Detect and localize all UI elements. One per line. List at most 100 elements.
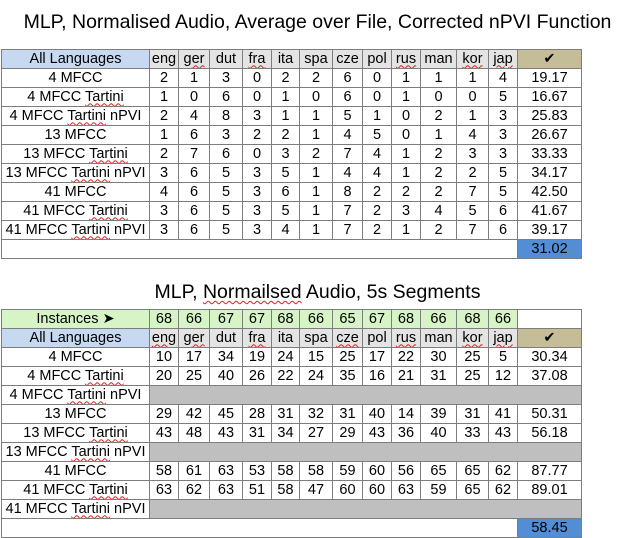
value-cell: 2 <box>420 144 457 164</box>
instance-count: 67 <box>242 309 272 329</box>
text-run: cze <box>336 329 359 346</box>
value-cell: 48 <box>178 423 210 443</box>
value-cell: 6 <box>178 125 210 145</box>
table-row: 4 MFCC 10 17 34 19 24 15 25 17 22 30 25 5 30.34 <box>1 347 582 367</box>
text-run: spa <box>304 329 328 346</box>
language-header: man <box>420 49 457 69</box>
value-cell: 3 <box>149 163 179 183</box>
value-cell: 43 <box>488 423 518 443</box>
text-run: 41 MFCC <box>44 462 107 479</box>
language-header: jap <box>488 49 518 69</box>
value-cell: 3 <box>149 220 179 240</box>
text-run: Tartini <box>89 145 128 162</box>
value-cell: 2 <box>362 201 392 221</box>
value-cell: 4 <box>149 182 179 202</box>
language-header: fra <box>242 49 272 69</box>
value-cell: 1 <box>299 182 333 202</box>
value-cell: 5 <box>488 163 518 183</box>
value-cell: 3 <box>271 144 300 164</box>
value-cell: 31 <box>456 404 489 424</box>
score-cell: 25.83 <box>517 106 582 126</box>
value-cell: 62 <box>488 480 518 500</box>
value-cell: 3 <box>456 144 489 164</box>
text-run: kor <box>462 50 483 67</box>
value-cell: 62 <box>178 480 210 500</box>
value-cell: 1 <box>271 87 300 107</box>
text-run: nPVI <box>110 164 146 181</box>
all-languages-header: All Languages <box>1 49 150 69</box>
value-cell: 65 <box>420 461 457 481</box>
row-label: 41 MFCC Tartini <box>1 201 150 221</box>
instance-count: 68 <box>391 309 421 329</box>
language-header: pol <box>362 328 392 348</box>
value-cell: 0 <box>362 68 392 88</box>
value-cell: 2 <box>271 68 300 88</box>
value-cell: 7 <box>332 144 363 164</box>
table-row: 41 MFCC Tartini 3 6 5 3 5 1 7 2 3 4 5 6 41.67 <box>1 201 582 221</box>
text-run: pol <box>367 50 387 67</box>
value-cell: 3 <box>391 201 421 221</box>
value-cell: 3 <box>242 163 272 183</box>
value-cell: 1 <box>299 201 333 221</box>
text-run: 13 MFCC <box>44 126 107 143</box>
value-cell: 24 <box>299 366 333 386</box>
table-row: 13 MFCC Tartini nPVI 3 6 5 3 5 1 4 4 1 2 2 5 34.17 <box>1 163 582 183</box>
text-run: 13 MFCC <box>5 443 72 460</box>
results-table-5s-segments: Instances ➤ 68 66 67 67 68 66 65 67 68 66 68 66 All L… <box>1 309 582 538</box>
language-header: cze <box>332 49 363 69</box>
table-row: 4 MFCC 2 1 3 0 2 2 6 0 1 1 1 4 19.17 <box>1 68 582 88</box>
header-row: All Languages eng ger dut fra ita spa cze pol rus… <box>1 328 582 348</box>
text-run: kor <box>462 329 483 346</box>
value-cell: 15 <box>299 347 333 367</box>
table-row: 4 MFCC Tartini 1 0 6 0 1 0 6 0 1 0 0 5 16.67 <box>1 87 582 107</box>
value-cell: 25 <box>456 366 489 386</box>
missing-data-cell <box>149 499 582 519</box>
row-label: 4 MFCC Tartini nPVI <box>1 106 150 126</box>
value-cell: 39 <box>420 404 457 424</box>
language-header: rus <box>391 49 421 69</box>
value-cell: 0 <box>242 68 272 88</box>
table-2-title: MLP, Normailsed Audio, 5s Segments <box>0 281 635 304</box>
value-cell: 1 <box>299 220 333 240</box>
text-run: 4 MFCC <box>48 348 103 365</box>
average-score: 31.02 <box>517 239 582 259</box>
value-cell: 24 <box>271 347 300 367</box>
text-run: 13 MFCC <box>44 405 107 422</box>
row-label: 13 MFCC Tartini nPVI <box>1 163 150 183</box>
instance-count: 65 <box>332 309 363 329</box>
value-cell: 2 <box>420 182 457 202</box>
instance-count: 67 <box>362 309 392 329</box>
value-cell: 2 <box>420 106 457 126</box>
text-run: Tartini <box>85 88 124 105</box>
text-run: Tartini <box>85 367 124 384</box>
table-row: 4 MFCC Tartini nPVI 2 4 8 3 1 1 5 1 0 2 1 3 25.83 <box>1 106 582 126</box>
value-cell: 2 <box>299 68 333 88</box>
average-row: 58.45 <box>1 518 582 538</box>
value-cell: 1 <box>178 68 210 88</box>
value-cell: 12 <box>488 366 518 386</box>
average-row: 31.02 <box>1 239 582 259</box>
value-cell: 6 <box>178 201 210 221</box>
score-cell: 16.67 <box>517 87 582 107</box>
value-cell: 58 <box>299 461 333 481</box>
text-run: Tartini <box>71 443 111 460</box>
row-label: 4 MFCC <box>1 68 150 88</box>
text-run: 4 MFCC <box>48 69 103 86</box>
value-cell: 2 <box>362 182 392 202</box>
language-header: dut <box>209 328 243 348</box>
row-label: 4 MFCC Tartini <box>1 87 150 107</box>
row-label: 13 MFCC Tartini nPVI <box>1 442 150 462</box>
score-cell: 30.34 <box>517 347 582 367</box>
value-cell: 43 <box>362 423 392 443</box>
value-cell: 5 <box>362 125 392 145</box>
value-cell: 4 <box>271 220 300 240</box>
row-label: 13 MFCC <box>1 125 150 145</box>
value-cell: 7 <box>456 182 489 202</box>
text-run: eng <box>151 50 177 67</box>
value-cell: 6 <box>488 220 518 240</box>
score-cell: 26.67 <box>517 125 582 145</box>
average-score: 58.45 <box>517 518 582 538</box>
language-header: rus <box>391 328 421 348</box>
value-cell: 8 <box>332 182 363 202</box>
value-cell: 63 <box>391 480 421 500</box>
